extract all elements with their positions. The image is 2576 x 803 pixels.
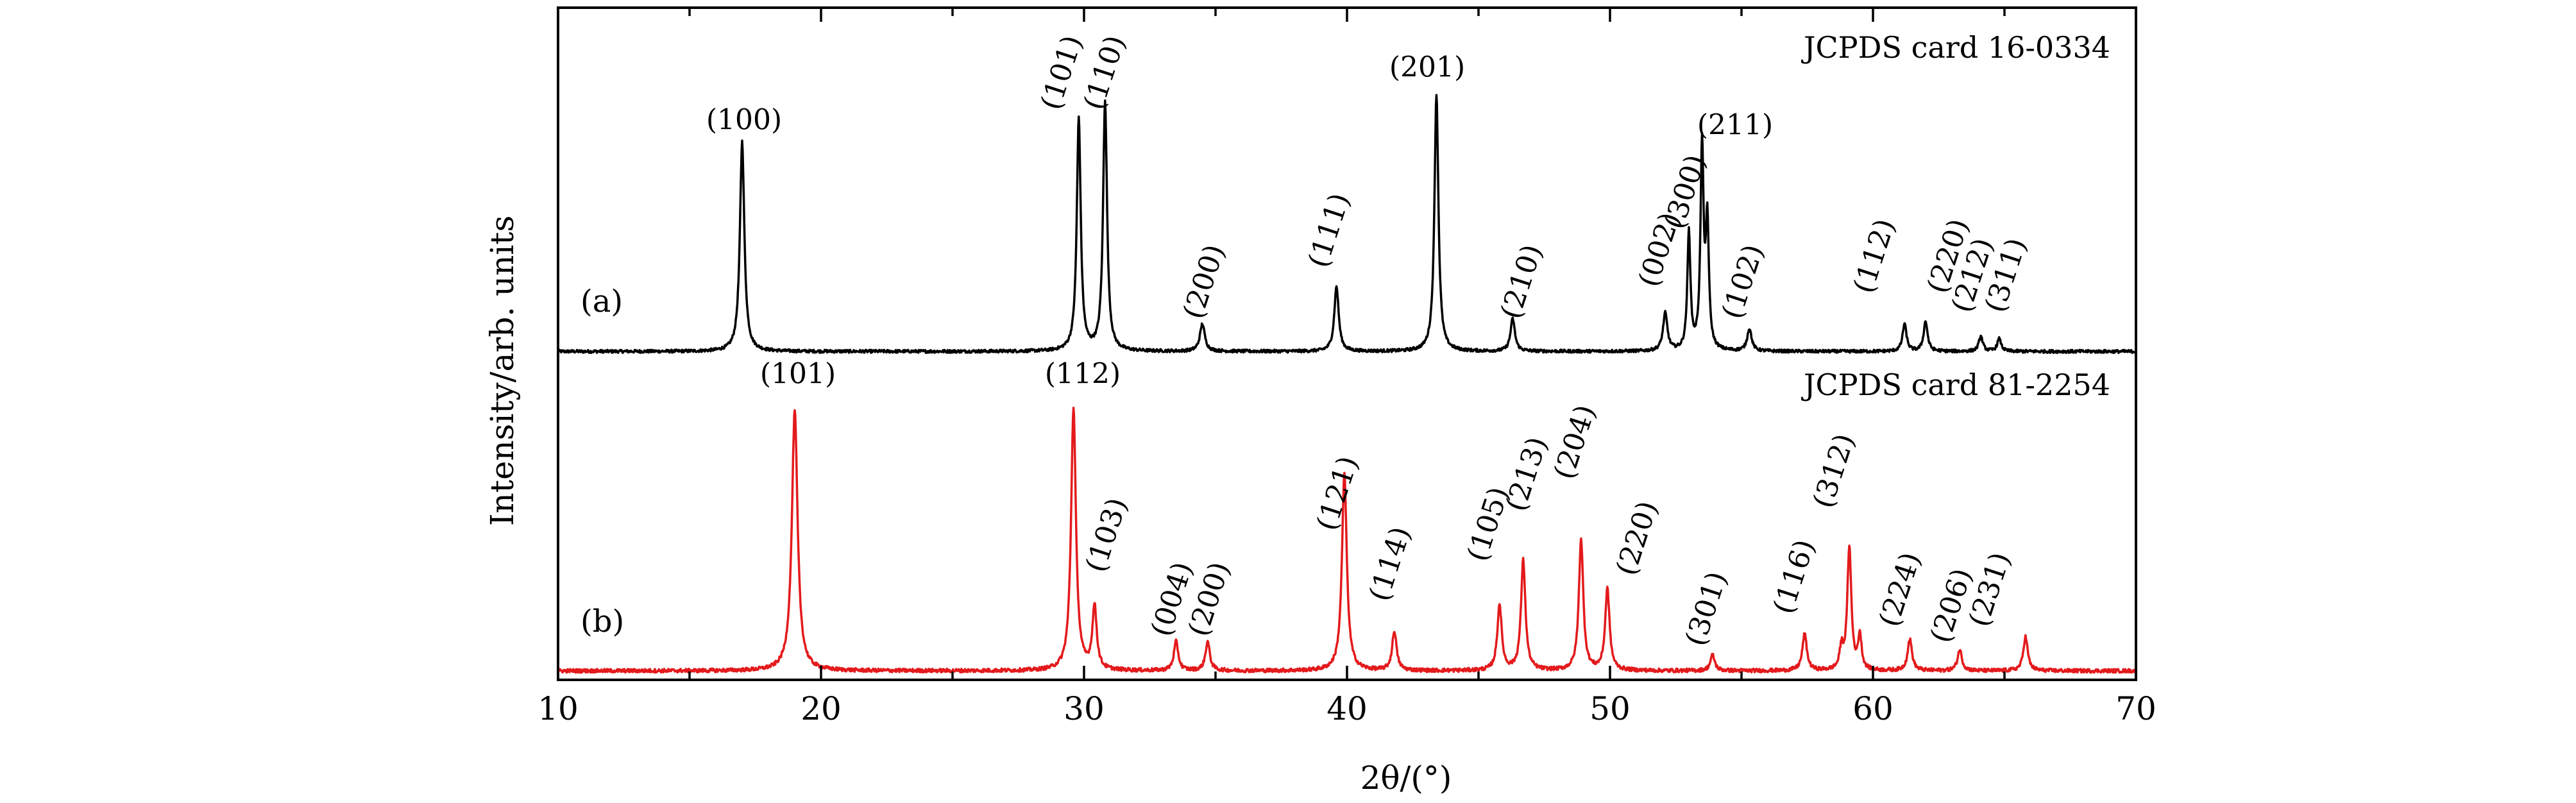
peak-label: (100) [706, 104, 782, 137]
peak-label: (111) [1302, 189, 1357, 271]
peak-label: (101) [760, 358, 836, 391]
x-tick-label: 10 [538, 690, 579, 727]
peak-label: (112) [1847, 215, 1902, 297]
peak-label: (112) [1045, 358, 1121, 391]
x-tick-label: 20 [801, 690, 842, 727]
peak-label: (121) [1310, 452, 1365, 534]
peak-label: (224) [1873, 548, 1928, 630]
peak-labels-a: (100)(101)(110)(200)(111)(201)(210) (002)… [706, 31, 2033, 323]
peak-label: (114) [1363, 523, 1418, 605]
peak-label: (210) [1495, 241, 1549, 323]
x-axis-label: 2θ/(°) [1360, 759, 1452, 797]
panel-a: (a) JCPDS card 16-0334 [557, 30, 2137, 354]
peak-label: (301) [1679, 568, 1734, 650]
panel-label-a: (a) [580, 283, 623, 319]
peak-label: (102) [1716, 241, 1770, 323]
x-tick-label: 70 [2115, 690, 2157, 727]
card-label-b: JCPDS card 81-2254 [1801, 368, 2110, 402]
panel-label-b: (b) [580, 604, 624, 639]
y-axis-label: Intensity/arb. units [484, 216, 521, 526]
x-tick-label: 40 [1326, 690, 1368, 727]
peak-labels: (100)(101)(110)(200)(111)(201)(210) (002)… [706, 31, 2033, 650]
peak-label: (312) [1807, 430, 1861, 512]
x-tick-label: 60 [1852, 690, 1894, 727]
x-tick-label: 50 [1589, 690, 1631, 727]
peak-label: (220) [1610, 497, 1665, 579]
x-tick-label: 30 [1063, 690, 1105, 727]
trace-b [557, 407, 2137, 674]
peak-label: (103) [1080, 494, 1134, 576]
card-label-a: JCPDS card 16-0334 [1801, 30, 2110, 65]
peak-label: (211) [1697, 109, 1773, 142]
peak-label: (116) [1767, 536, 1822, 618]
peak-label: (200) [1177, 241, 1232, 323]
trace-a [557, 94, 2137, 354]
peak-label: (204) [1548, 401, 1602, 483]
peak-label: (201) [1389, 51, 1465, 84]
peak-label: (213) [1500, 433, 1554, 515]
axes: 10 20 30 40 50 60 70 [538, 8, 2157, 727]
